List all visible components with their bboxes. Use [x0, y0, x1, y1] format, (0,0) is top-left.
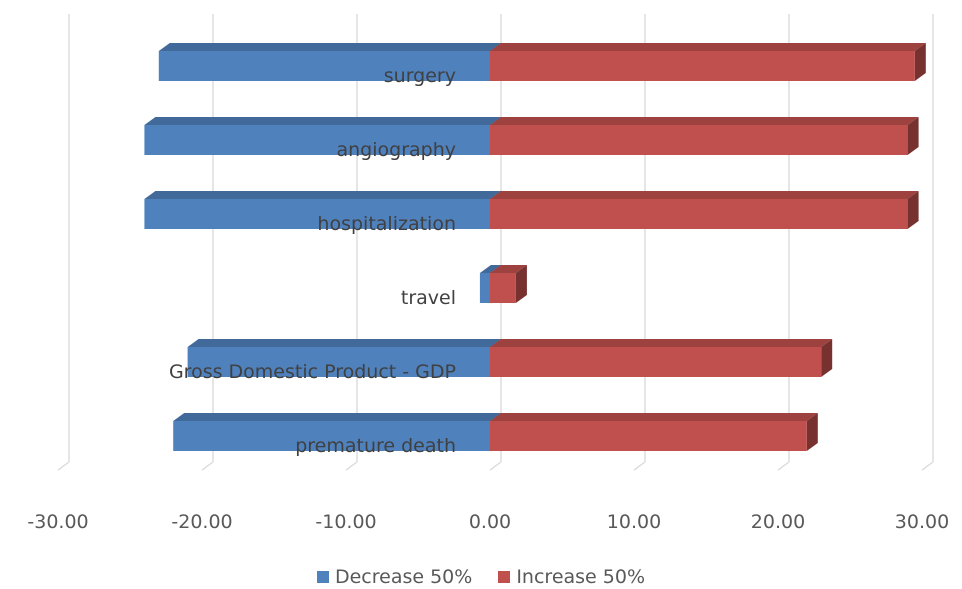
bar-side-increase	[907, 117, 919, 155]
bar-top-decrease	[144, 191, 501, 199]
legend-label-decrease: Decrease 50%	[334, 566, 473, 588]
bar-increase	[490, 125, 908, 155]
gridline-floor	[489, 461, 502, 471]
legend-swatch-increase	[498, 571, 511, 583]
legend-label-increase: Increase 50%	[516, 566, 646, 588]
gridline-floor	[57, 461, 70, 471]
bar-increase	[490, 199, 908, 229]
gridlines	[57, 14, 934, 471]
x-tick-label: -20.00	[171, 511, 232, 533]
category-label: angiography	[336, 139, 456, 161]
bar-decrease	[173, 421, 490, 451]
bar-top-increase	[490, 339, 833, 347]
bar-side-increase	[515, 265, 527, 303]
x-tick-label: -10.00	[315, 511, 376, 533]
category-label: hospitalization	[317, 213, 456, 235]
x-tick-label: 10.00	[607, 511, 661, 533]
bar-top-increase	[490, 265, 527, 273]
bar-decrease	[479, 273, 490, 303]
gridline-floor	[345, 461, 358, 471]
gridline-floor	[921, 461, 934, 471]
x-axis-tick-labels: -30.00 -20.00 -10.00 0.00 10.00 20.00 30.00	[27, 511, 949, 533]
bar-top-increase	[490, 117, 919, 125]
bars	[144, 43, 926, 451]
gridline-floor	[777, 461, 790, 471]
gridline-floor	[633, 461, 646, 471]
x-tick-label: 0.00	[469, 511, 511, 533]
category-labels: surgery angiography hospitalization travel G…	[169, 65, 456, 457]
bar-increase	[490, 347, 822, 377]
bar-decrease	[144, 125, 490, 155]
bar-top-decrease	[158, 43, 502, 51]
bar-decrease	[187, 347, 490, 377]
bar-top-decrease	[479, 265, 501, 273]
category-label: travel	[401, 287, 456, 309]
legend-item-increase: Increase 50%	[498, 566, 645, 588]
bar-top-decrease	[187, 339, 501, 347]
legend: Decrease 50% Increase 50%	[0, 566, 962, 588]
bar-top-decrease	[173, 413, 501, 421]
bar-side-increase	[806, 413, 818, 451]
legend-swatch-decrease	[316, 571, 329, 583]
bar-top-increase	[490, 43, 926, 51]
bar-increase	[490, 421, 807, 451]
bar-side-increase	[907, 191, 919, 229]
x-tick-label: 30.00	[895, 511, 949, 533]
bar-increase	[490, 51, 915, 81]
bar-side-increase	[914, 43, 926, 81]
bar-top-increase	[490, 191, 919, 199]
bar-decrease	[158, 51, 491, 81]
bar-top-decrease	[144, 117, 501, 125]
bar-increase	[490, 273, 516, 303]
category-label: surgery	[384, 65, 456, 87]
x-tick-label: -30.00	[27, 511, 88, 533]
gridline-floor	[201, 461, 214, 471]
bar-decrease	[144, 199, 490, 229]
bar-side-increase	[821, 339, 833, 377]
category-label: premature death	[295, 435, 456, 457]
bar-top-increase	[490, 413, 818, 421]
category-label: Gross Domestic Product - GDP	[169, 361, 456, 383]
x-tick-label: 20.00	[751, 511, 805, 533]
legend-item-decrease: Decrease 50%	[316, 566, 473, 588]
